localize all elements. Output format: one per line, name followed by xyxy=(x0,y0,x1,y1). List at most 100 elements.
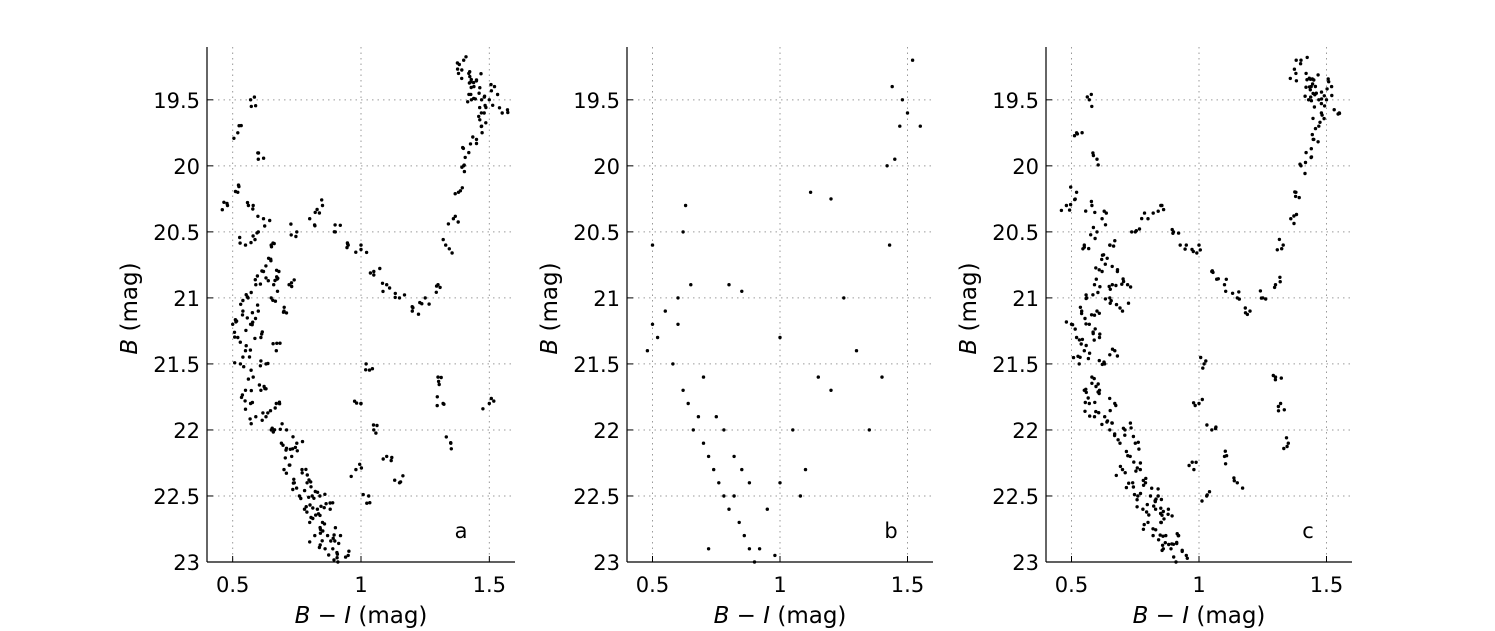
data-point xyxy=(410,305,414,309)
data-point xyxy=(474,137,479,142)
data-point xyxy=(489,396,493,401)
data-point xyxy=(1159,506,1163,510)
data-point xyxy=(1084,390,1089,395)
data-point xyxy=(418,300,422,305)
data-point xyxy=(372,273,376,277)
data-point xyxy=(247,355,252,359)
data-point xyxy=(318,527,323,532)
data-point xyxy=(314,513,318,517)
data-point xyxy=(732,494,736,498)
y-axis-label-unit: (mag) xyxy=(117,262,143,338)
data-point xyxy=(1126,301,1131,305)
data-point xyxy=(1108,243,1112,247)
data-point xyxy=(1104,211,1109,215)
data-point xyxy=(251,320,255,324)
data-point xyxy=(1222,283,1227,287)
data-point xyxy=(1103,297,1108,301)
data-point xyxy=(1294,79,1299,83)
data-point xyxy=(343,555,348,559)
data-point xyxy=(1118,441,1122,445)
y-axis-label-variable: B xyxy=(956,339,982,355)
data-point xyxy=(1303,94,1307,98)
y-tick-label: 22 xyxy=(173,419,200,443)
data-point xyxy=(681,230,685,234)
data-point xyxy=(1151,211,1155,215)
data-point xyxy=(1272,285,1277,290)
data-point xyxy=(1292,67,1297,71)
data-point xyxy=(283,456,287,460)
data-point xyxy=(295,449,299,453)
data-point xyxy=(706,454,711,459)
data-point xyxy=(1080,309,1084,313)
data-point xyxy=(244,344,248,348)
data-point xyxy=(456,71,461,76)
data-point xyxy=(1282,408,1287,412)
data-point xyxy=(900,98,905,102)
data-point xyxy=(328,507,332,511)
data-point xyxy=(712,467,716,472)
data-point xyxy=(1145,502,1150,507)
panel-label: a xyxy=(455,519,468,543)
data-point xyxy=(254,415,258,419)
data-point xyxy=(1197,401,1201,406)
scatter-points xyxy=(220,55,510,564)
data-point xyxy=(416,312,421,316)
data-point xyxy=(1279,376,1284,380)
data-point xyxy=(1150,486,1154,490)
data-point xyxy=(315,207,319,212)
data-point xyxy=(1278,275,1282,279)
y-tick-label: 22 xyxy=(593,419,620,443)
data-point xyxy=(238,340,242,344)
data-point xyxy=(453,192,457,196)
data-point xyxy=(291,481,296,485)
data-point xyxy=(1135,498,1139,502)
data-point xyxy=(1200,499,1204,503)
data-point xyxy=(338,533,343,538)
data-point xyxy=(1133,441,1138,445)
data-point xyxy=(1092,313,1097,317)
data-point xyxy=(1167,542,1171,547)
data-point xyxy=(260,418,264,422)
data-point xyxy=(349,474,353,479)
data-point xyxy=(1240,486,1245,490)
data-point xyxy=(1121,279,1126,284)
data-point xyxy=(251,203,255,208)
data-point xyxy=(358,462,362,466)
data-point xyxy=(1176,534,1181,538)
data-point xyxy=(1084,296,1088,301)
data-point xyxy=(1097,411,1101,415)
data-point xyxy=(1135,505,1139,509)
data-point xyxy=(489,89,494,93)
data-point xyxy=(469,92,473,97)
data-point xyxy=(1129,426,1133,430)
data-point xyxy=(1087,98,1092,102)
data-point xyxy=(1153,507,1158,511)
data-point xyxy=(244,328,248,333)
data-point xyxy=(676,296,680,300)
y-tick-label: 19.5 xyxy=(573,89,620,113)
data-point xyxy=(380,281,385,285)
data-point xyxy=(317,211,322,215)
data-point xyxy=(295,441,299,445)
data-point xyxy=(253,316,258,321)
data-point xyxy=(1120,467,1125,472)
data-point xyxy=(479,111,484,115)
data-point xyxy=(467,150,471,155)
data-point xyxy=(449,441,453,445)
data-point xyxy=(277,402,282,406)
data-point xyxy=(506,110,510,115)
data-point xyxy=(696,415,701,419)
data-point xyxy=(1137,447,1141,451)
data-point xyxy=(1305,78,1309,82)
data-point xyxy=(1232,476,1236,480)
data-point xyxy=(288,463,292,467)
data-point xyxy=(1216,277,1221,281)
data-point xyxy=(484,121,488,125)
data-point xyxy=(368,501,372,505)
x-axis-label-variable: B − I xyxy=(295,603,352,629)
data-point xyxy=(284,311,289,315)
data-point xyxy=(1124,449,1129,454)
data-point xyxy=(1092,376,1096,381)
data-point xyxy=(291,435,295,439)
data-point xyxy=(681,388,685,392)
